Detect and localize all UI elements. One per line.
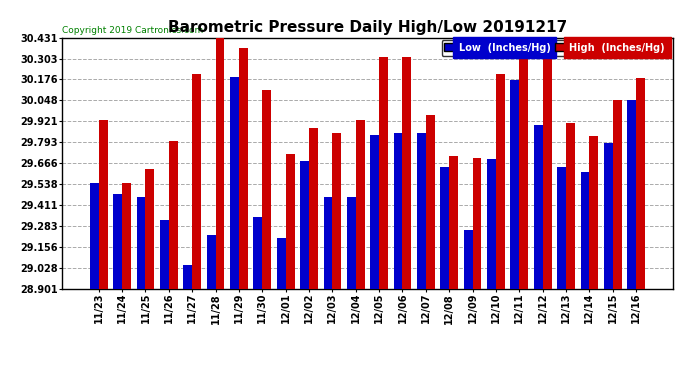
Text: Copyright 2019 Cartronics.com: Copyright 2019 Cartronics.com xyxy=(62,26,204,35)
Bar xyxy=(300,161,309,289)
Bar xyxy=(371,135,379,289)
Bar xyxy=(542,44,551,289)
Bar xyxy=(496,74,505,289)
Title: Barometric Pressure Daily High/Low 20191217: Barometric Pressure Daily High/Low 20191… xyxy=(168,20,567,35)
Bar xyxy=(253,217,262,289)
Bar xyxy=(239,48,248,289)
Bar xyxy=(487,159,496,289)
Bar xyxy=(402,57,411,289)
Bar xyxy=(557,167,566,289)
Bar xyxy=(146,169,155,289)
Bar xyxy=(169,141,178,289)
Bar xyxy=(309,128,318,289)
Bar xyxy=(449,156,458,289)
Bar xyxy=(184,265,193,289)
Bar xyxy=(160,220,169,289)
Bar xyxy=(393,133,402,289)
Bar xyxy=(262,90,271,289)
Bar xyxy=(613,100,622,289)
Bar xyxy=(215,38,224,289)
Bar xyxy=(580,172,589,289)
Bar xyxy=(277,238,286,289)
Bar xyxy=(356,120,364,289)
Bar xyxy=(426,115,435,289)
Legend: Low  (Inches/Hg), High  (Inches/Hg): Low (Inches/Hg), High (Inches/Hg) xyxy=(442,40,668,56)
Bar xyxy=(113,195,122,289)
Bar xyxy=(417,133,426,289)
Bar xyxy=(589,136,598,289)
Bar xyxy=(520,38,528,289)
Bar xyxy=(207,235,215,289)
Bar xyxy=(464,230,473,289)
Bar xyxy=(534,125,542,289)
Bar xyxy=(122,183,131,289)
Bar xyxy=(473,158,482,289)
Bar xyxy=(324,197,333,289)
Bar xyxy=(379,57,388,289)
Bar xyxy=(333,133,342,289)
Bar xyxy=(90,183,99,289)
Bar xyxy=(440,167,449,289)
Bar xyxy=(230,77,239,289)
Bar xyxy=(286,154,295,289)
Bar xyxy=(99,120,108,289)
Bar xyxy=(636,78,645,289)
Bar xyxy=(566,123,575,289)
Bar xyxy=(347,197,356,289)
Bar xyxy=(604,143,613,289)
Bar xyxy=(627,100,636,289)
Bar xyxy=(193,74,201,289)
Bar xyxy=(137,197,146,289)
Bar xyxy=(511,80,520,289)
